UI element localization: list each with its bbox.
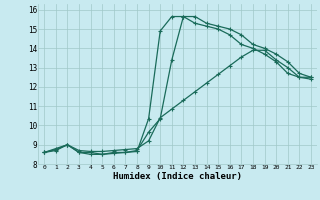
X-axis label: Humidex (Indice chaleur): Humidex (Indice chaleur): [113, 172, 242, 181]
